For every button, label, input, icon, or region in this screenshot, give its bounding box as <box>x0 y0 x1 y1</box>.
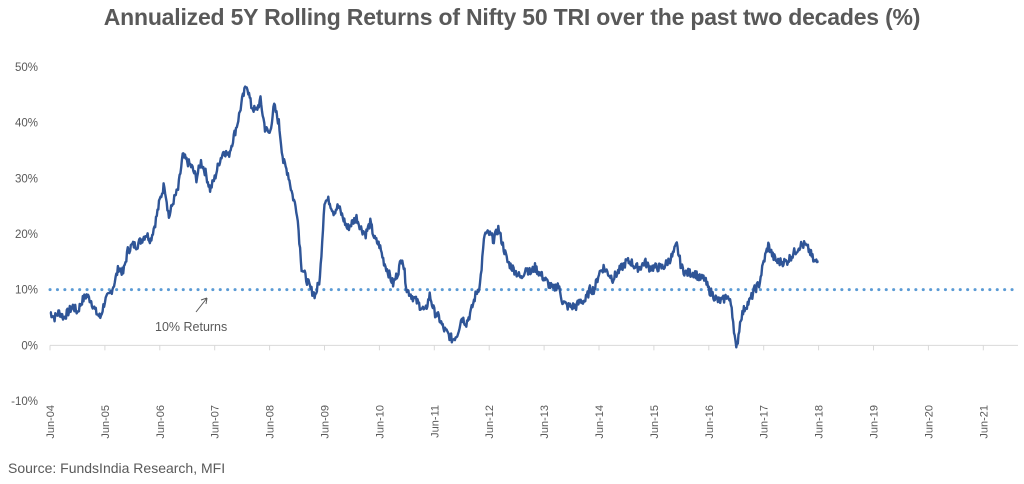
series-line <box>49 85 819 349</box>
x-tick-label: Jun-08 <box>265 405 277 439</box>
x-tick-label: Jun-20 <box>923 405 935 439</box>
x-tick-label: Jun-05 <box>100 405 112 439</box>
y-tick-label: 30% <box>15 173 38 185</box>
x-tick-label: Jun-10 <box>374 405 386 439</box>
y-tick-label: 10% <box>15 285 38 297</box>
x-tick-label: Jun-17 <box>759 405 771 439</box>
y-tick-label: 20% <box>15 229 38 241</box>
y-tick-label: 40% <box>15 118 38 130</box>
x-tick-label: Jun-14 <box>594 405 606 439</box>
source-note: Source: FundsIndia Research, MFI <box>8 460 226 476</box>
y-axis: -10% 0% 10% 20% 30% 40% 50% <box>11 62 38 408</box>
annotation-label: 10% Returns <box>155 320 227 334</box>
x-tick-label: Jun-13 <box>539 405 551 439</box>
x-tick-label: Jun-11 <box>429 405 441 438</box>
x-tick-label: Jun-19 <box>869 405 881 439</box>
x-axis: Jun-04 Jun-05 Jun-06 Jun-07 Jun-08 Jun-09 Jun-… <box>45 344 1018 439</box>
x-tick-label: Jun-21 <box>978 405 990 439</box>
y-tick-label: 0% <box>21 340 38 352</box>
x-tick-label: Jun-07 <box>210 405 222 439</box>
chart-title: Annualized 5Y Rolling Returns of Nifty 5… <box>103 4 921 30</box>
x-tick-label: Jun-15 <box>649 405 661 439</box>
y-tick-label: 50% <box>15 62 38 74</box>
x-tick-label: Jun-04 <box>45 405 57 439</box>
x-tick-label: Jun-16 <box>704 405 716 439</box>
x-tick-label: Jun-09 <box>320 405 332 439</box>
y-tick-label: -10% <box>11 396 38 408</box>
annotation-arrowhead <box>200 297 208 305</box>
annotation-group: 10% Returns <box>155 297 227 334</box>
plot-area <box>49 85 819 349</box>
x-tick-label: Jun-12 <box>484 405 496 439</box>
x-tick-label: Jun-06 <box>155 405 167 439</box>
annotation-arrow <box>195 297 208 313</box>
x-tick-label: Jun-18 <box>814 405 826 439</box>
